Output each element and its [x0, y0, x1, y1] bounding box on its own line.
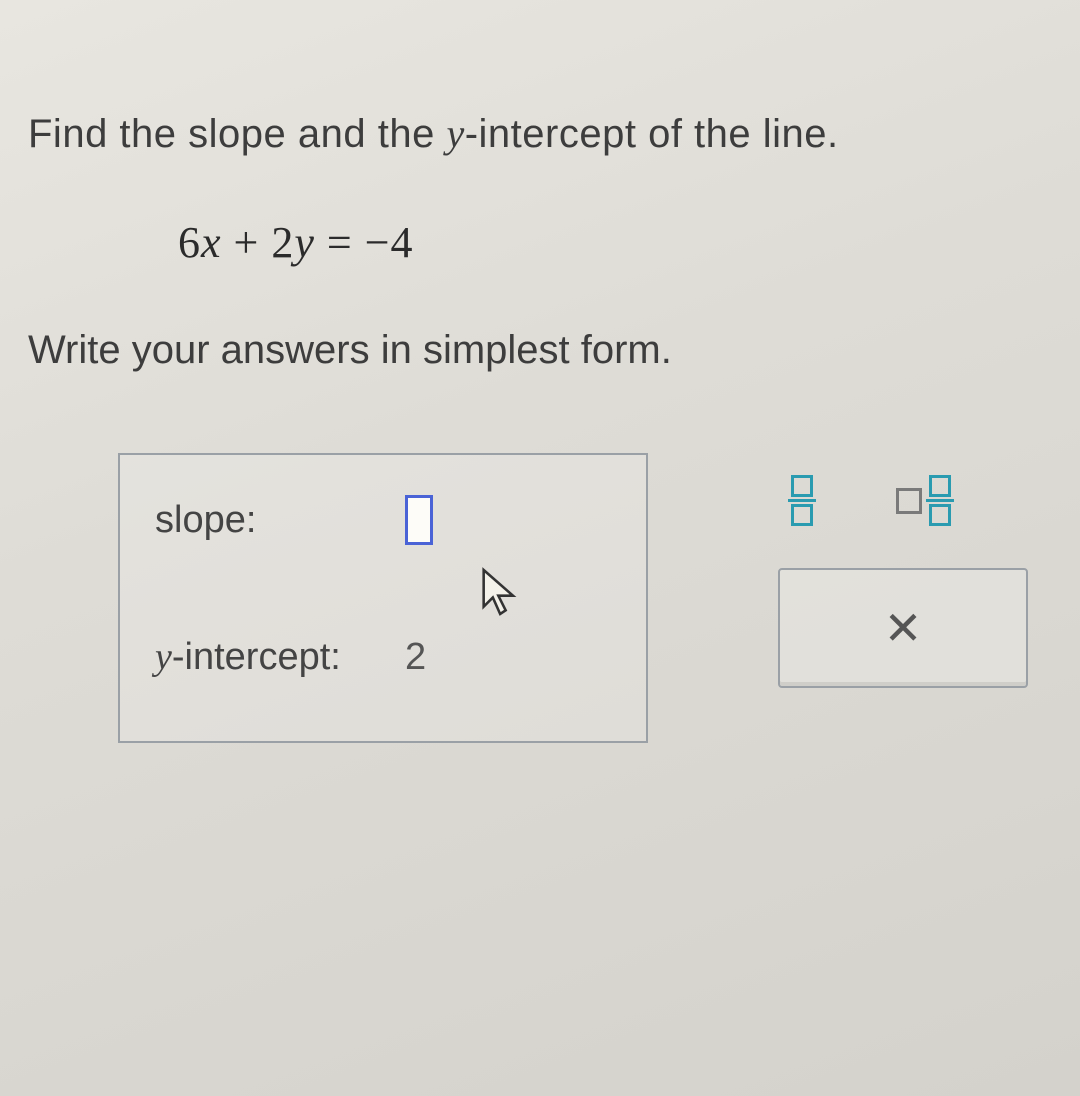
answer-box: slope: y-intercept: 2	[118, 453, 648, 743]
equation: 6x + 2y = −4	[178, 217, 1080, 268]
question-page: Find the slope and the y-intercept of th…	[0, 0, 1080, 743]
y-intercept-row: y-intercept: 2	[155, 635, 611, 679]
cursor-icon	[480, 565, 524, 619]
input-palette: ✕	[768, 453, 1068, 688]
slope-input[interactable]	[405, 495, 433, 545]
y-intercept-label: y-intercept:	[155, 635, 405, 679]
instruction-text: Write your answers in simplest form.	[28, 328, 1080, 373]
question-suffix: -intercept of the line.	[465, 112, 839, 156]
fraction-button[interactable]	[788, 473, 816, 528]
question-text: Find the slope and the y-intercept of th…	[28, 110, 1080, 157]
slope-row: slope:	[155, 495, 611, 545]
x-icon: ✕	[884, 601, 923, 655]
y-intercept-value[interactable]: 2	[405, 636, 426, 679]
question-prefix: Find the slope and the	[28, 112, 446, 156]
slope-label: slope:	[155, 499, 405, 542]
answer-area: slope: y-intercept: 2	[118, 453, 1080, 743]
question-variable: y	[446, 111, 464, 156]
clear-button[interactable]: ✕	[778, 568, 1028, 688]
mixed-number-button[interactable]	[896, 473, 954, 528]
palette-row-formats	[768, 453, 1068, 568]
